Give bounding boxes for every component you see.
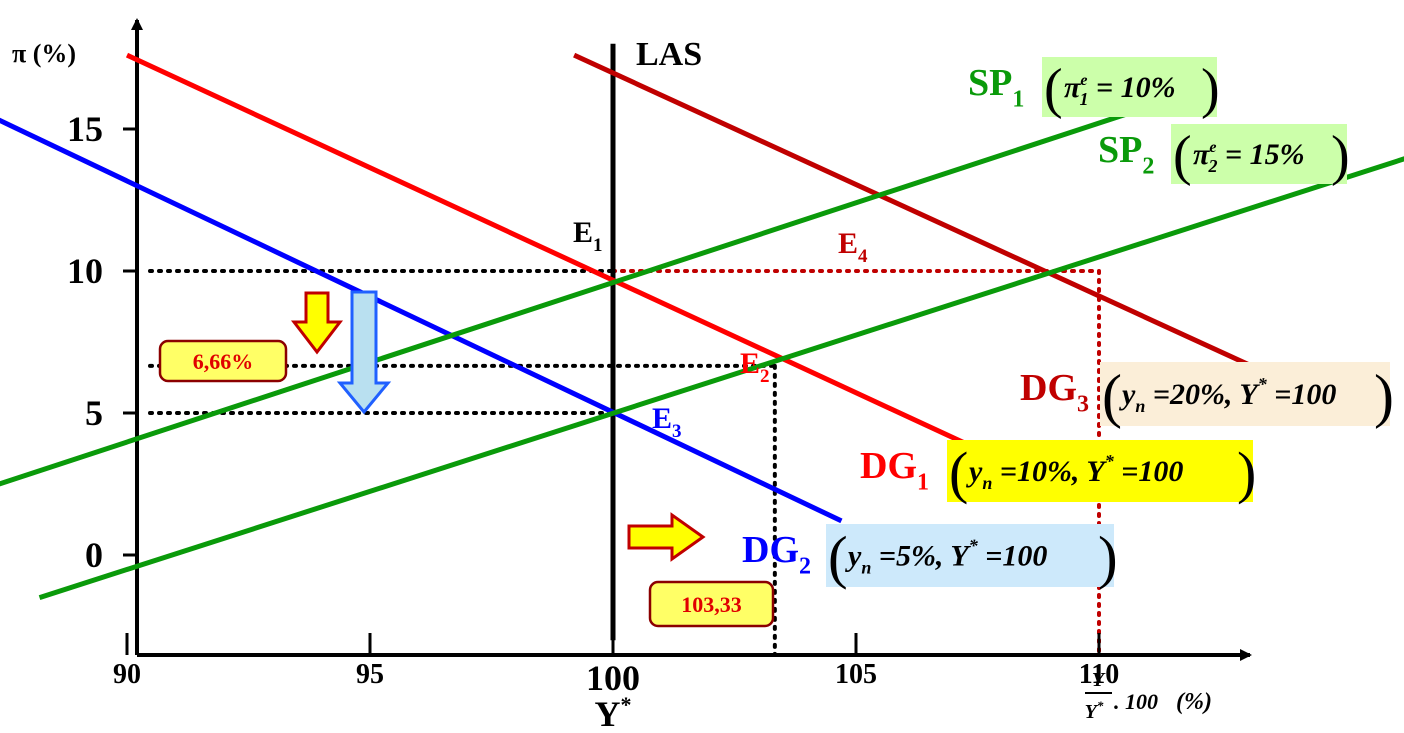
- svg-text:103,33: 103,33: [681, 592, 742, 617]
- label-e4: E4: [838, 227, 868, 267]
- line-sp1: [0, 84, 1212, 487]
- svg-text:): ): [1374, 363, 1394, 429]
- x-axis-label: Y Y* . 100 (%): [1085, 669, 1212, 723]
- axes: π (%) 0 5 10 15 90 95 100 105 110 Y* Y Y* . 100 (%): [12, 18, 1252, 733]
- annotation-text: yn =10%, Y* =100: [966, 451, 1183, 493]
- annotation-bg: [1042, 57, 1217, 117]
- y-tick-label: 10: [67, 251, 103, 291]
- label-dg2: DG2: [742, 529, 811, 579]
- annotation-bg: [826, 524, 1114, 587]
- annotation-dg3: (yn =20%, Y* =100): [1100, 362, 1394, 429]
- svg-text:): ): [1201, 58, 1220, 120]
- callout-y-value: 103,33: [648, 580, 775, 628]
- x-tick-label: 100: [586, 658, 640, 698]
- annotation-bg: [947, 440, 1253, 502]
- svg-text:. 100: . 100: [1114, 689, 1158, 714]
- svg-text:): ): [1331, 125, 1350, 187]
- line-dg2: [0, 117, 843, 524]
- annotation-dg2: (yn =5%, Y* =100): [826, 524, 1118, 590]
- annotation-bg: [1171, 124, 1347, 184]
- annotation-dg1: (yn =10%, Y* =100): [947, 440, 1256, 505]
- arrow-right-yellow: [627, 512, 706, 562]
- line-dg1: [125, 52, 1018, 470]
- svg-text:Y*: Y*: [1085, 698, 1104, 723]
- svg-text:(: (: [1173, 125, 1192, 187]
- x-tick-label: 105: [835, 659, 877, 690]
- curves: [0, 43, 1404, 641]
- line-dg3: [573, 52, 1300, 390]
- annotation-sp1: (πe 1 = 10%): [1042, 57, 1220, 120]
- svg-text:6,66%: 6,66%: [193, 349, 254, 374]
- x-tick-label: 110: [1079, 659, 1119, 690]
- callout-pi-value: 6,66%: [158, 339, 288, 383]
- annotation-text: πe 2 = 15%: [1193, 138, 1305, 176]
- svg-text:(%): (%): [1176, 689, 1212, 715]
- annotation-text: yn =5%, Y* =100: [845, 536, 1047, 578]
- annotation-bg: [1100, 362, 1390, 426]
- arrow-down-yellow: [290, 291, 344, 355]
- label-sp1: SP1: [968, 62, 1024, 112]
- y-axis-label: π (%): [12, 39, 76, 68]
- y-tick-label: 5: [85, 393, 103, 433]
- y-tick-label: 15: [67, 109, 103, 149]
- annotation-text: yn =20%, Y* =100: [1119, 374, 1336, 416]
- label-e1: E1: [573, 216, 603, 256]
- arrow-down-blue: [336, 290, 392, 415]
- annotation-text: πe 1 = 10%: [1064, 71, 1176, 109]
- y-star-label: Y*: [595, 692, 632, 733]
- label-e2: E2: [740, 347, 770, 387]
- line-sp2: [38, 156, 1404, 600]
- y-tick-label: 0: [85, 535, 103, 575]
- label-las: LAS: [636, 36, 702, 73]
- label-dg3: DG3: [1020, 367, 1089, 417]
- svg-text:(: (: [828, 524, 848, 590]
- label-e3: E3: [652, 402, 682, 442]
- svg-text:): ): [1237, 440, 1256, 505]
- svg-text:): ): [1098, 524, 1118, 590]
- x-tick-label: 90: [113, 659, 141, 690]
- x-tick-label: 95: [356, 659, 384, 690]
- svg-text:(: (: [949, 440, 968, 505]
- svg-text:Y: Y: [1092, 669, 1106, 691]
- svg-text:(: (: [1044, 58, 1063, 120]
- label-dg1: DG1: [860, 445, 929, 495]
- annotation-sp2: (πe 2 = 15%): [1171, 124, 1350, 187]
- label-sp2: SP2: [1098, 129, 1154, 179]
- svg-text:(: (: [1102, 363, 1122, 429]
